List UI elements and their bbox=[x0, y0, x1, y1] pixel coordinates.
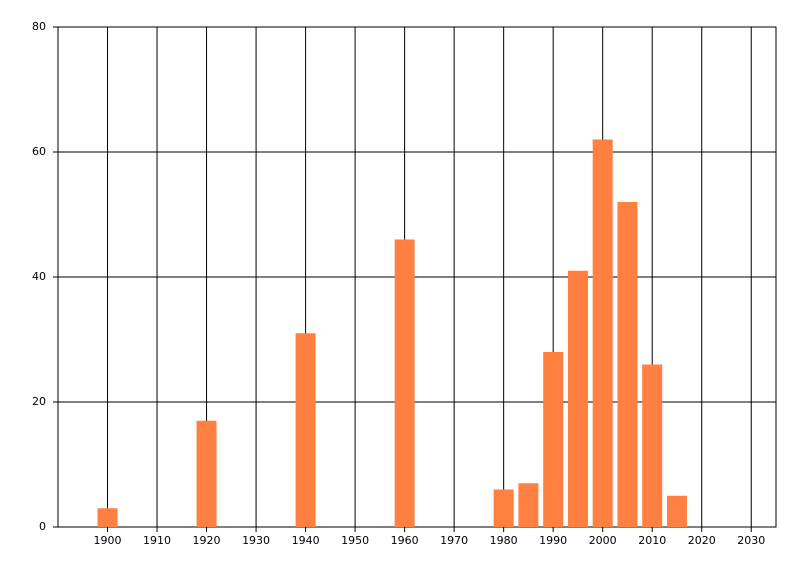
bar bbox=[295, 333, 316, 527]
bar bbox=[592, 139, 613, 527]
x-tick-label: 1980 bbox=[490, 534, 518, 547]
bar bbox=[394, 239, 415, 527]
bar bbox=[518, 483, 539, 527]
x-tick-label: 2000 bbox=[589, 534, 617, 547]
x-tick-label: 1940 bbox=[292, 534, 320, 547]
x-tick-label: 1900 bbox=[94, 534, 122, 547]
bar bbox=[493, 489, 514, 527]
bar bbox=[666, 495, 687, 527]
bar bbox=[617, 202, 638, 527]
x-tick-label: 2030 bbox=[737, 534, 765, 547]
x-tick-label: 1930 bbox=[242, 534, 270, 547]
x-tick-label: 1990 bbox=[539, 534, 567, 547]
y-tick-label: 80 bbox=[32, 20, 46, 33]
x-tick-label: 2020 bbox=[688, 534, 716, 547]
bar bbox=[543, 352, 564, 527]
y-tick-label: 40 bbox=[32, 270, 46, 283]
x-tick-label: 1950 bbox=[341, 534, 369, 547]
y-tick-label: 60 bbox=[32, 145, 46, 158]
x-tick-label: 1960 bbox=[391, 534, 419, 547]
y-tick-label: 20 bbox=[32, 395, 46, 408]
y-tick-label: 0 bbox=[39, 520, 46, 533]
x-tick-label: 1910 bbox=[143, 534, 171, 547]
x-tick-label: 1920 bbox=[193, 534, 221, 547]
bar bbox=[97, 508, 118, 527]
bar bbox=[567, 270, 588, 527]
x-tick-label: 2010 bbox=[638, 534, 666, 547]
bar bbox=[196, 420, 217, 527]
bar bbox=[642, 364, 663, 527]
x-tick-label: 1970 bbox=[440, 534, 468, 547]
